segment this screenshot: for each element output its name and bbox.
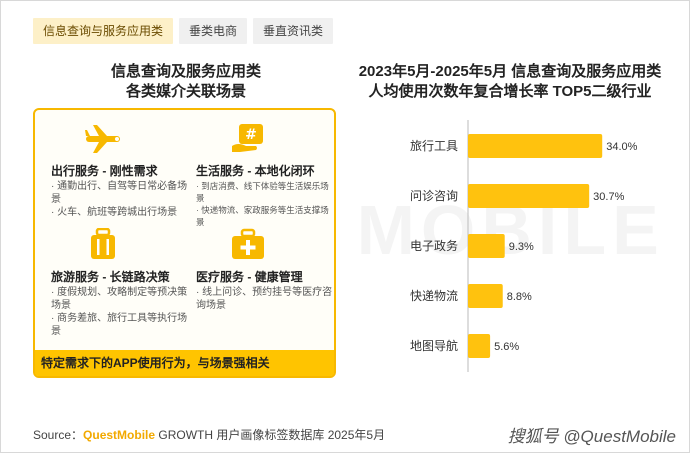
category-label: 电子政务 xyxy=(410,238,458,253)
tab-vertical-ecommerce[interactable]: 垂类电商 xyxy=(179,18,248,44)
tab-vertical-news[interactable]: 垂直资讯类 xyxy=(253,18,334,44)
chart-title-line2: 人均使用次数年复合增长率 TOP5二级行业 xyxy=(368,83,652,100)
value-label: 8.8% xyxy=(507,291,532,303)
cell-title: 医疗服务 - 健康管理 xyxy=(196,270,303,284)
cell-point: · 到店消费、线下体验等生活娱乐场景 xyxy=(196,181,329,203)
left-title-line2: 各类媒介关联场景 xyxy=(125,83,246,100)
source-note: Source：QuestMobile GROWTH 用户画像标签数据库 2025… xyxy=(33,426,385,443)
bar xyxy=(468,234,505,258)
chart-title: 2023年5月-2025年5月 信息查询及服务应用类 人均使用次数年复合增长率 … xyxy=(350,62,670,102)
medical-kit-icon xyxy=(232,228,264,259)
cell-point: · 火车、航班等跨城出行场景 xyxy=(51,207,178,218)
category-label: 快递物流 xyxy=(410,289,458,303)
bar-chart: 旅行工具 34.0% 问诊咨询 30.7% 电子政务 9.3% 快递物流 8.8% 地图导航 5.… xyxy=(410,120,638,372)
svg-text:#: # xyxy=(245,127,257,143)
cell-point: · 商务差旅、旅行工具等执行场景 xyxy=(51,313,188,337)
bar xyxy=(468,134,603,158)
bar xyxy=(468,184,590,208)
value-label: 34.0% xyxy=(606,141,637,153)
cell-point: · 通勤出行、自驾等日常必备场景 xyxy=(51,181,188,205)
value-label: 30.7% xyxy=(593,191,624,203)
value-label: 5.6% xyxy=(494,341,519,353)
card-footer-note: 特定需求下的APP使用行为，与场景强相关 xyxy=(35,350,334,376)
cell-point: · 度假规划、攻略制定等预决策场景 xyxy=(51,287,188,311)
cell-point: · 快递物流、家政服务等生活支撑场景 xyxy=(196,205,329,227)
cell-title: 生活服务 - 本地化闭环 xyxy=(196,164,315,178)
source-rest: GROWTH 用户画像标签数据库 2025年5月 xyxy=(155,428,386,442)
category-label: 旅行工具 xyxy=(410,139,458,153)
category-label: 地图导航 xyxy=(410,338,458,353)
cell-point: · 线上问诊、预约挂号等医疗咨询场景 xyxy=(196,287,333,311)
cell-title: 出行服务 - 刚性需求 xyxy=(51,164,158,178)
luggage-icon xyxy=(91,228,115,259)
chart-title-line1: 2023年5月-2025年5月 信息查询及服务应用类 xyxy=(358,63,662,80)
tab-bar: 信息查询与服务应用类 垂类电商 垂直资讯类 xyxy=(33,18,334,44)
category-label: 问诊咨询 xyxy=(410,188,458,203)
airplane-icon xyxy=(85,125,120,153)
cell-points: · 线上问诊、预约挂号等医疗咨询场景 xyxy=(196,286,336,312)
cell-title: 旅游服务 - 长链路决策 xyxy=(51,270,170,284)
scenario-card: 出行服务 - 刚性需求 · 通勤出行、自驾等日常必备场景 · 火车、航班等跨城出… xyxy=(33,108,336,378)
hand-hash-icon: # xyxy=(232,124,263,152)
source-prefix: Source： xyxy=(33,428,84,442)
tab-info-query[interactable]: 信息查询与服务应用类 xyxy=(33,18,174,44)
bar xyxy=(468,334,491,358)
value-label: 9.3% xyxy=(509,241,534,253)
source-brand: QuestMobile xyxy=(83,428,156,442)
cell-points: · 度假规划、攻略制定等预决策场景 · 商务差旅、旅行工具等执行场景 xyxy=(51,286,191,338)
cell-points: · 到店消费、线下体验等生活娱乐场景 · 快递物流、家政服务等生活支撑场景 xyxy=(196,180,336,228)
cell-points: · 通勤出行、自驾等日常必备场景 · 火车、航班等跨城出行场景 xyxy=(51,180,191,219)
bar xyxy=(468,284,503,308)
left-title-line1: 信息查询及服务应用类 xyxy=(110,63,261,80)
credit-watermark: 搜狐号 @QuestMobile xyxy=(507,427,676,446)
left-panel-title: 信息查询及服务应用类 各类媒介关联场景 xyxy=(36,62,336,102)
